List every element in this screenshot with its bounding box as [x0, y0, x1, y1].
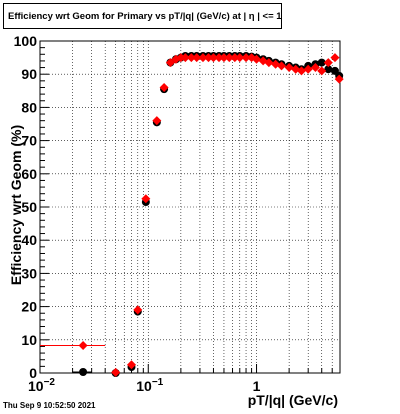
data-point	[334, 74, 344, 84]
data-point	[323, 58, 333, 68]
data-point	[126, 360, 136, 370]
data-point	[296, 66, 306, 76]
data-point	[198, 53, 208, 63]
data-point	[276, 61, 286, 71]
y-tick-label: 60	[21, 166, 37, 182]
y-tick-label: 20	[21, 299, 37, 315]
data-point	[204, 53, 214, 63]
x-tick-label: 10−1	[136, 377, 163, 394]
data-point	[192, 53, 202, 63]
y-tick-label: 100	[14, 33, 38, 49]
y-tick-label: 50	[21, 199, 37, 215]
data-point	[317, 58, 326, 67]
data-point	[324, 65, 333, 74]
data-point	[214, 53, 224, 63]
data-point	[152, 116, 162, 126]
data-point	[133, 305, 143, 315]
y-tick-label: 70	[21, 133, 37, 149]
data-point	[310, 63, 320, 73]
data-point	[330, 53, 340, 63]
data-point	[303, 64, 313, 74]
data-point	[219, 53, 229, 63]
tick-labels: 0 10 20 30 40 50 60 70 80 90 100 10−2 10−1 1	[14, 33, 261, 394]
chart-title: Efficiency wrt Geom for Primary vs pT/|q…	[3, 3, 282, 29]
data-point	[78, 340, 88, 350]
y-axis-title: Efficiency wrt Geom (%)	[8, 125, 24, 285]
data-point	[264, 58, 274, 68]
y-tick-label: 80	[21, 99, 37, 115]
data-point	[284, 63, 294, 73]
x-tick-label: 10−2	[28, 377, 55, 394]
y-tick-label: 40	[21, 232, 37, 248]
data-point	[230, 53, 240, 63]
data-point	[79, 368, 88, 377]
data-point	[317, 66, 327, 76]
y-tick-label: 90	[21, 66, 37, 82]
timestamp: Thu Sep 9 10:52:50 2021	[3, 401, 96, 410]
data-point	[180, 53, 190, 63]
y-tick-label: 0	[29, 365, 37, 381]
data-point	[241, 53, 251, 63]
y-tick-label: 30	[21, 265, 37, 281]
data-point	[208, 53, 218, 63]
grid	[40, 41, 340, 373]
data-point	[252, 54, 262, 64]
y-tick-label: 10	[21, 332, 37, 348]
data-point	[235, 53, 245, 63]
data-point	[186, 53, 196, 63]
axis-ticks	[39, 40, 333, 374]
data-point	[141, 194, 151, 204]
x-tick-label: 1	[253, 378, 261, 394]
data-point	[159, 82, 169, 92]
x-axis-title: pT/|q| (GeV/c)	[248, 392, 338, 408]
data-point	[111, 367, 121, 377]
data-series	[40, 51, 344, 377]
data-point	[224, 53, 234, 63]
